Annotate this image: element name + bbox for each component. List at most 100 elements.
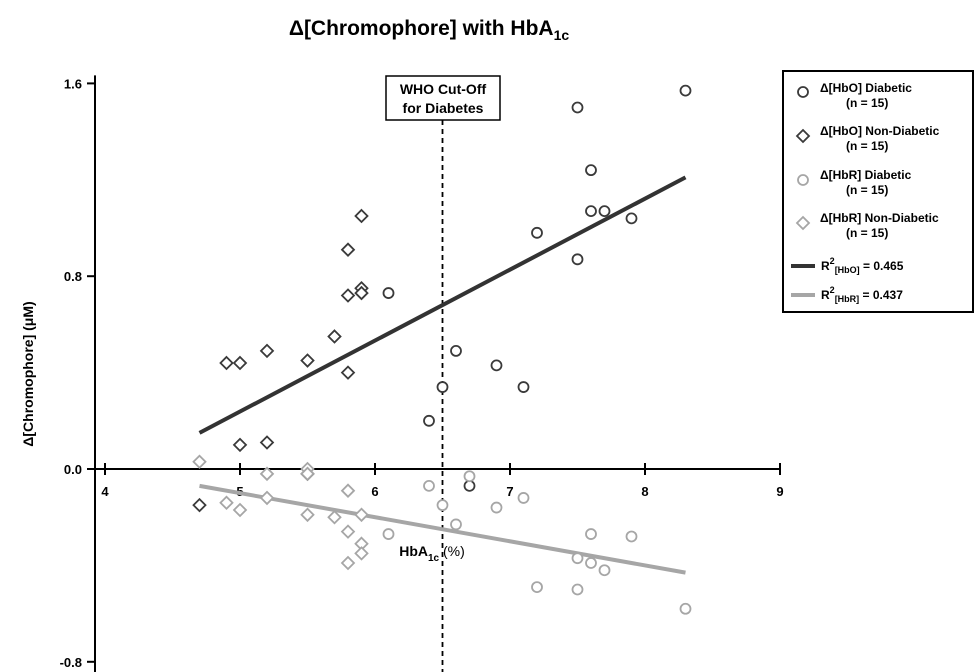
- x-tick-label: 4: [101, 484, 109, 499]
- legend-hbo-fit-r: R: [821, 259, 830, 273]
- annotation-line-1: WHO Cut-Off: [400, 81, 487, 97]
- y-tick-label: 1.6: [64, 76, 82, 91]
- point-hbo-diabetic: [571, 101, 584, 114]
- point-hbr-nondiabetic: [259, 490, 275, 506]
- legend-label-hbr-fit: R2[HbR] = 0.437: [821, 285, 903, 304]
- who-cutoff-annotation: WHO Cut-Off for Diabetes: [385, 75, 501, 121]
- fit-line-hbr: [199, 483, 686, 575]
- point-hbo-nondiabetic: [354, 208, 369, 224]
- point-hbr-diabetic: [382, 528, 395, 540]
- point-hbr-diabetic: [450, 518, 462, 531]
- legend-label-hbr-diabetic: Δ[HbR] Diabetic: [820, 168, 912, 182]
- legend-label-hbo-fit: R2[HbO] = 0.465: [821, 256, 904, 275]
- point-hbo-diabetic: [517, 381, 530, 393]
- point-hbr-nondiabetic: [340, 483, 356, 498]
- point-hbr-diabetic: [625, 530, 638, 543]
- point-hbo-nondiabetic: [259, 435, 275, 450]
- point-hbo-nondiabetic: [354, 285, 369, 301]
- legend-marker-hbo-nondiabetic: [795, 128, 811, 144]
- point-hbr-nondiabetic: [219, 495, 234, 511]
- legend-hbo-fit-value: = 0.465: [860, 259, 904, 273]
- y-tick-label: 0.8: [64, 269, 82, 284]
- plot-area: -0.80.00.81.6456789: [60, 75, 784, 672]
- point-hbo-nondiabetic: [232, 355, 248, 371]
- point-hbo-diabetic: [625, 212, 638, 225]
- point-hbr-nondiabetic: [340, 555, 356, 571]
- point-hbr-nondiabetic: [354, 507, 369, 523]
- point-hbo-nondiabetic: [192, 497, 207, 513]
- point-hbr-nondiabetic: [300, 507, 315, 523]
- point-hbo-diabetic: [436, 381, 449, 393]
- point-hbo-diabetic: [585, 205, 597, 218]
- point-hbo-diabetic: [423, 414, 435, 427]
- legend-n-hbo-nondiabetic: (n = 15): [846, 139, 888, 153]
- chart-title-main: Δ[Chromophore] with HbA: [289, 17, 554, 40]
- legend-n-hbr-diabetic: (n = 15): [846, 183, 888, 197]
- point-hbr-diabetic: [436, 499, 449, 512]
- legend-label-hbr-nondiabetic: Δ[HbR] Non-Diabetic: [820, 211, 939, 225]
- x-tick-label: 7: [506, 484, 513, 499]
- legend-marker-hbr-nondiabetic: [795, 215, 811, 231]
- point-hbr-diabetic: [517, 492, 530, 504]
- point-hbr-nondiabetic: [354, 546, 369, 561]
- point-hbo-nondiabetic: [259, 343, 275, 359]
- chart-title: Δ[Chromophore] with HbA1c: [289, 17, 570, 43]
- legend-hbo-fit-sup: 2: [830, 256, 835, 266]
- point-hbo-diabetic: [490, 359, 503, 372]
- point-hbr-diabetic: [490, 501, 503, 514]
- point-hbo-nondiabetic: [340, 288, 356, 303]
- point-hbo-nondiabetic: [232, 437, 248, 453]
- point-hbr-diabetic: [679, 602, 692, 615]
- point-hbo-nondiabetic: [219, 355, 234, 371]
- legend-hbo-fit-sub: [HbO]: [835, 265, 860, 275]
- point-hbo-diabetic: [679, 84, 692, 97]
- x-axis-label: HbA1c (%): [399, 543, 465, 564]
- legend-label-hbo-diabetic: Δ[HbO] Diabetic: [820, 81, 912, 95]
- legend-n-hbo-diabetic: (n = 15): [846, 96, 888, 110]
- legend-box: [782, 70, 974, 313]
- chart-title-sub: 1c: [554, 27, 570, 43]
- annotation-line-2: for Diabetes: [403, 100, 484, 116]
- point-hbr-nondiabetic: [327, 509, 342, 525]
- point-hbr-diabetic: [571, 552, 584, 565]
- point-hbr-nondiabetic: [192, 454, 207, 470]
- legend-n-hbr-nondiabetic: (n = 15): [846, 226, 888, 240]
- point-hbo-nondiabetic: [340, 365, 356, 380]
- point-hbo-nondiabetic: [327, 329, 342, 344]
- point-hbr-diabetic: [423, 479, 435, 492]
- fit-line-hbo: [198, 175, 687, 435]
- point-hbr-nondiabetic: [300, 466, 315, 482]
- legend-label-hbo-nondiabetic: Δ[HbO] Non-Diabetic: [820, 124, 940, 138]
- point-hbr-diabetic: [585, 557, 597, 569]
- point-hbr-diabetic: [598, 564, 611, 577]
- point-hbr-nondiabetic: [232, 502, 248, 518]
- point-hbo-nondiabetic: [340, 242, 356, 257]
- point-hbr-diabetic: [463, 470, 476, 483]
- x-tick-label: 6: [371, 484, 378, 499]
- legend-hbr-fit-r: R: [821, 288, 830, 302]
- point-hbr-diabetic: [531, 581, 543, 593]
- point-hbo-diabetic: [531, 226, 543, 239]
- legend: Δ[HbO] Diabetic (n = 15) Δ[HbO] Non-Diab…: [782, 70, 974, 313]
- y-tick-label: -0.8: [60, 655, 82, 670]
- point-hbo-diabetic: [585, 164, 597, 177]
- legend-hbr-fit-value: = 0.437: [859, 288, 903, 302]
- legend-marker-hbo-diabetic: [797, 86, 809, 98]
- point-hbo-diabetic: [450, 345, 462, 357]
- x-axis-label-unit: (%): [439, 543, 465, 559]
- x-tick-label: 8: [641, 484, 648, 499]
- point-hbr-diabetic: [571, 583, 584, 596]
- point-hbo-diabetic: [382, 287, 395, 299]
- legend-hbr-fit-sub: [HbR]: [835, 294, 860, 304]
- point-hbr-nondiabetic: [340, 524, 356, 539]
- x-tick-label: 9: [776, 484, 783, 499]
- annotation-box: [385, 75, 501, 121]
- point-hbo-diabetic: [463, 479, 476, 492]
- point-hbo-diabetic: [571, 253, 584, 266]
- point-hbo-diabetic: [598, 205, 611, 218]
- legend-hbr-fit-sup: 2: [830, 285, 835, 295]
- y-tick-label: 0.0: [64, 462, 82, 477]
- legend-marker-hbr-diabetic: [797, 174, 809, 186]
- point-hbr-diabetic: [585, 528, 597, 540]
